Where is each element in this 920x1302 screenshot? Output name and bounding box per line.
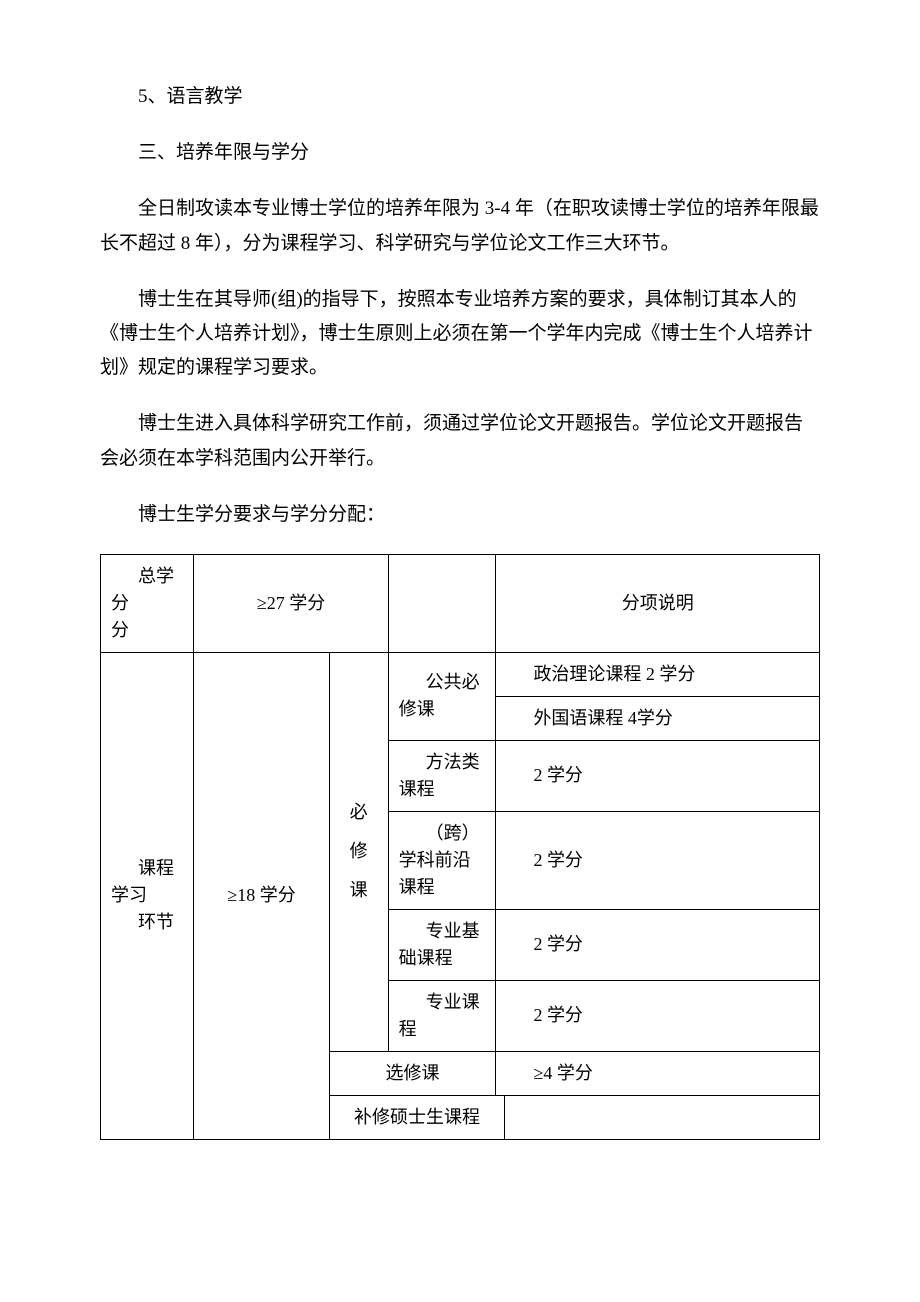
label-text: 专业课程: [399, 989, 486, 1043]
label-text: 环节: [111, 909, 183, 936]
cell-remedial-credits: [505, 1095, 820, 1139]
section-heading-3: 三、培养年限与学分: [100, 136, 820, 170]
cell-major-course-label: 专业课程: [388, 980, 496, 1051]
cell-major-course-credits: 2 学分: [496, 980, 820, 1051]
cell-course-study-section: 课程 学习 环节: [101, 652, 194, 1139]
cell-foreign-lang-credits: 外国语课程 4学分: [496, 696, 820, 740]
cell-cross-frontier-label: （跨）学科前沿课程: [388, 811, 496, 909]
label-text: 必: [340, 799, 378, 826]
paragraph-item-5: 5、语言教学: [100, 80, 820, 114]
label-text: 2 学分: [506, 762, 809, 789]
label-text: 修: [340, 838, 378, 865]
cell-major-basic-label: 专业基础课程: [388, 909, 496, 980]
label-text: 公共必修课: [399, 669, 486, 723]
label-text: 总学分: [111, 563, 183, 617]
paragraph-credit-intro: 博士生学分要求与学分分配：: [100, 498, 820, 532]
paragraph-thesis-proposal: 博士生进入具体科学研究工作前，须通过学位论文开题报告。学位论文开题报告会必须在本…: [100, 407, 820, 475]
cell-elective-label: 选修课: [329, 1051, 496, 1095]
cell-public-required-label: 公共必修课: [388, 652, 496, 740]
credits-table: 总学分 分 ≥27 学分 分项说明 课程 学习 环节 ≥18 学分 必 修 课 …: [100, 554, 820, 1140]
cell-required-course-label: 必 修 课: [329, 652, 388, 1051]
cell-total-credits-label: 总学分 分: [101, 554, 194, 652]
label-text: （跨）学科前沿课程: [399, 820, 486, 901]
label-text: 外国语课程 4学分: [506, 705, 809, 732]
cell-elective-credits: ≥4 学分: [496, 1051, 820, 1095]
label-text: 政治理论课程 2 学分: [506, 661, 809, 688]
cell-major-basic-credits: 2 学分: [496, 909, 820, 980]
label-text: 学习: [111, 882, 183, 909]
label-text: 课: [340, 877, 378, 904]
label-suffix: 分: [111, 617, 183, 644]
cell-total-credits-value: ≥27 学分: [194, 554, 388, 652]
label-text: 2 学分: [506, 931, 809, 958]
table-row: 总学分 分 ≥27 学分 分项说明: [101, 554, 820, 652]
cell-method-course-label: 方法类课程: [388, 740, 496, 811]
label-text: ≥4 学分: [506, 1060, 809, 1087]
label-text: 2 学分: [506, 847, 809, 874]
label-text: 专业基础课程: [399, 918, 486, 972]
cell-method-course-credits: 2 学分: [496, 740, 820, 811]
paragraph-advisor-plan: 博士生在其导师(组)的指导下，按照本专业培养方案的要求，具体制订其本人的《博士生…: [100, 283, 820, 386]
cell-course-study-credits: ≥18 学分: [194, 652, 329, 1139]
cell-politics-credits: 政治理论课程 2 学分: [496, 652, 820, 696]
paragraph-duration: 全日制攻读本专业博士学位的培养年限为 3-4 年（在职攻读博士学位的培养年限最长…: [100, 192, 820, 260]
cell-remedial-label: 补修硕士生课程: [329, 1095, 505, 1139]
label-text: 课程: [111, 855, 183, 882]
cell-subitem-label: 分项说明: [496, 554, 820, 652]
label-text: 方法类课程: [399, 749, 486, 803]
label-text: 2 学分: [506, 1002, 809, 1029]
table-row: 课程 学习 环节 ≥18 学分 必 修 课 公共必修课 政治理论课程 2 学分: [101, 652, 820, 696]
cell-cross-frontier-credits: 2 学分: [496, 811, 820, 909]
